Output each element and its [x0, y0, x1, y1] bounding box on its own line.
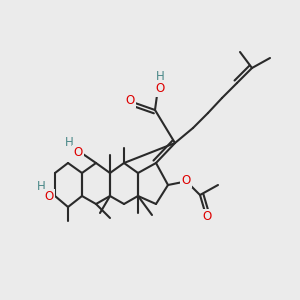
Text: O: O: [182, 173, 190, 187]
Text: O: O: [202, 211, 211, 224]
Text: O: O: [44, 190, 54, 203]
Text: O: O: [74, 146, 82, 160]
Text: O: O: [155, 82, 165, 95]
Text: H: H: [64, 136, 74, 149]
Text: H: H: [37, 181, 45, 194]
Text: O: O: [125, 94, 135, 106]
Text: H: H: [156, 70, 164, 83]
